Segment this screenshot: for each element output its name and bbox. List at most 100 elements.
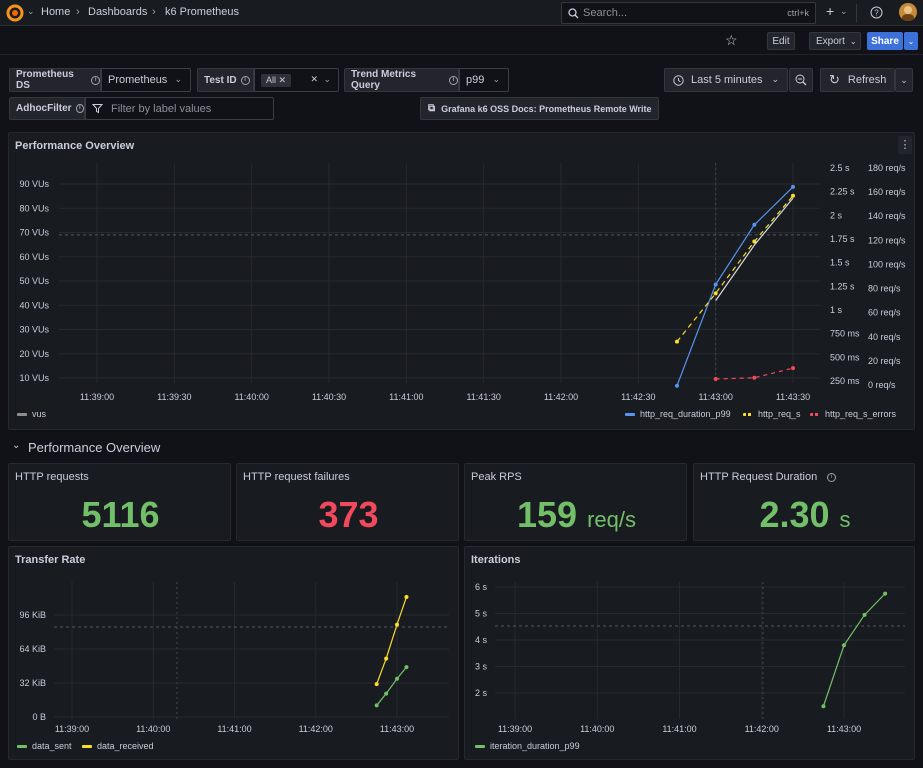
help-icon[interactable]: ?	[870, 6, 883, 19]
x-tick-label: 11:42:00	[544, 392, 578, 402]
clear-icon[interactable]: ✕	[310, 74, 318, 84]
y-tick-label: 1.75 s	[830, 234, 855, 244]
legend-item-vus[interactable]: vus	[17, 409, 46, 419]
refresh-label: Refresh	[847, 74, 887, 86]
remove-chip-icon[interactable]: ✕	[278, 74, 287, 85]
data-point	[791, 184, 795, 189]
x-tick-label: 11:39:00	[80, 392, 114, 402]
search-input[interactable]: Search... ctrl+k	[561, 2, 816, 24]
export-button[interactable]: Export ⌄	[809, 32, 861, 50]
data-point	[404, 594, 409, 599]
breadcrumb-separator-icon: ›	[76, 6, 80, 18]
legend-item-duration[interactable]: http_req_duration_p99	[625, 409, 731, 419]
breadcrumb-home[interactable]: Home	[41, 6, 71, 18]
panel-menu-icon[interactable]: ⋮	[898, 136, 912, 154]
legend-item-req-s[interactable]: http_req_s	[743, 409, 801, 419]
data-point	[374, 703, 379, 708]
y-tick-label: 0 req/s	[868, 380, 896, 390]
zoom-out-button[interactable]	[789, 68, 813, 92]
info-icon[interactable]: i	[240, 75, 250, 85]
series-http-req-duration	[676, 186, 794, 386]
y-tick-label: 2 s	[830, 210, 843, 220]
info-icon[interactable]: i	[91, 75, 100, 85]
legend-label: http_req_duration_p99	[640, 409, 731, 419]
docs-link-label: Grafana k6 OSS Docs: Prometheus Remote W…	[441, 103, 652, 114]
legend-item-data-received[interactable]: data_received	[82, 741, 154, 751]
refresh-interval-chevron-icon[interactable]: ⌄	[895, 68, 913, 92]
legend-item-iteration-duration[interactable]: iteration_duration_p99	[475, 741, 580, 751]
select-value: p99	[466, 74, 485, 86]
share-button[interactable]: Share	[867, 32, 903, 50]
stat-value: 2.30 s	[694, 494, 916, 536]
chart-axes: 11:39:00 11:39:30 11:40:00 11:40:30 11:41:00…	[19, 163, 906, 402]
y-tick-label: 100 req/s	[868, 259, 906, 269]
y-tick-label: 4 s	[475, 635, 488, 645]
search-placeholder: Search...	[583, 7, 628, 19]
y-tick-label: 1.25 s	[830, 281, 855, 291]
row-title[interactable]: Performance Overview	[28, 440, 161, 455]
chart-series	[675, 184, 795, 388]
y-tick-label: 250 ms	[830, 376, 860, 386]
y-tick-label: 1.5 s	[830, 258, 850, 268]
panel-title: HTTP requests	[15, 471, 89, 483]
trend-query-select[interactable]: p99 ⌄	[459, 68, 509, 92]
info-icon[interactable]: i	[449, 75, 458, 85]
y-tick-label: 2 s	[475, 688, 488, 698]
data-point	[395, 676, 399, 681]
breadcrumb-separator-icon: ›	[152, 6, 156, 18]
adhoc-filter-input[interactable]: Filter by label values	[85, 97, 274, 120]
y-tick-label: 96 KiB	[19, 610, 46, 620]
chart-grid	[54, 582, 449, 719]
info-icon[interactable]: i	[75, 104, 84, 113]
panel-title: Performance Overview	[15, 140, 135, 152]
prometheus-ds-select[interactable]: Prometheus ⌄	[101, 68, 191, 92]
series-http-req-s-secondary	[715, 197, 794, 301]
chevron-down-icon[interactable]: ⌄	[27, 6, 35, 16]
svg-text:?: ?	[874, 9, 879, 18]
test-id-select[interactable]: All ✕ ✕ ⌄	[254, 68, 339, 92]
stat-panel-request-duration: HTTP Request Duration i 2.30 s	[693, 463, 915, 541]
legend-swatch	[625, 412, 635, 416]
variable-label-trend-query: Trend Metrics Query i	[344, 68, 459, 92]
series-data-received	[376, 596, 408, 685]
series-http-req-s	[676, 195, 794, 342]
variable-label-text: Prometheus DS	[16, 69, 74, 91]
chevron-down-icon: ⌄	[849, 36, 857, 46]
panel-title: HTTP request failures	[243, 471, 350, 483]
legend-item-errors[interactable]: http_req_s_errors	[810, 409, 896, 419]
breadcrumb-dashboards[interactable]: Dashboards	[88, 6, 148, 18]
transfer-rate-panel: Transfer Rate 11:39:00 11:40:00 11:41:00 11…	[8, 546, 459, 760]
variable-label-prometheus-ds: Prometheus DS i	[9, 68, 101, 92]
data-point	[384, 691, 389, 696]
chart-axes: 11:39:00 11:40:00 11:41:00 11:42:00 11:43:00…	[19, 610, 414, 734]
chevron-down-icon: ⌄	[771, 74, 779, 84]
x-tick-label: 11:41:00	[662, 724, 696, 734]
star-icon[interactable]: ☆	[725, 32, 738, 48]
time-range-picker[interactable]: Last 5 minutes ⌄	[664, 68, 788, 92]
y-tick-label: 40 req/s	[868, 332, 901, 342]
stat-number: 5116	[81, 494, 160, 535]
y-tick-label: 64 KiB	[19, 644, 46, 654]
legend-item-data-sent[interactable]: data_sent	[17, 741, 72, 751]
variable-label-test-id: Test ID i	[197, 68, 254, 92]
chevron-down-icon[interactable]: ⌄	[840, 6, 848, 16]
info-icon[interactable]: i	[827, 472, 837, 482]
docs-link-button[interactable]: ⧉ Grafana k6 OSS Docs: Prometheus Remote…	[420, 97, 659, 120]
panel-title-text: HTTP Request Duration	[700, 471, 818, 483]
series-data-sent	[376, 666, 407, 706]
refresh-button[interactable]: ↻ Refresh	[820, 68, 895, 92]
grafana-logo-icon[interactable]	[6, 4, 24, 22]
y-tick-label: 30 VUs	[19, 325, 49, 335]
y-tick-label: 120 req/s	[868, 235, 906, 245]
y-tick-label: 5 s	[475, 609, 488, 619]
x-tick-label: 11:41:30	[466, 392, 500, 402]
row-collapse-chevron-icon[interactable]: ⌄	[12, 440, 21, 451]
y-tick-label: 70 VUs	[19, 228, 49, 238]
chevron-down-icon: ⌄	[323, 74, 331, 84]
share-menu-chevron-icon[interactable]: ⌄	[904, 32, 918, 50]
stat-number: 373	[318, 494, 379, 535]
avatar[interactable]	[899, 3, 917, 21]
add-icon[interactable]: +	[826, 3, 835, 19]
edit-button[interactable]: Edit	[767, 32, 795, 50]
variable-label-text: Test ID	[204, 74, 237, 86]
